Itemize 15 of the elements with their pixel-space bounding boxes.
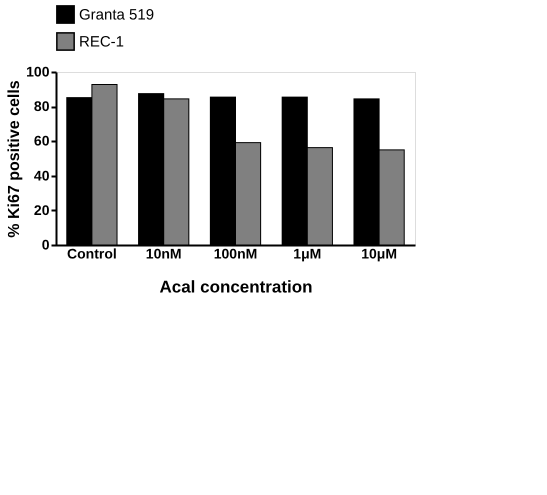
legend-label: Granta 519	[79, 6, 154, 24]
x-axis-title: Acal concentration	[159, 278, 313, 296]
y-tick-label: 0	[42, 236, 50, 252]
y-axis-title: % Ki67 positive cells	[6, 80, 24, 238]
x-tick-label: 1μM	[293, 246, 322, 262]
x-tick-label: 10μM	[361, 246, 398, 262]
legend-label: REC-1	[79, 34, 124, 50]
y-tick-label: 60	[34, 132, 50, 149]
y-tick-label: 100	[26, 64, 50, 80]
y-tick-label: 20	[34, 202, 50, 218]
y-tick-label: 40	[34, 167, 50, 184]
x-tick-label: 10nM	[146, 246, 182, 262]
x-tick-label: Control	[67, 246, 117, 262]
y-tick-label: 80	[34, 98, 50, 114]
x-tick-label: 100nM	[214, 246, 258, 262]
